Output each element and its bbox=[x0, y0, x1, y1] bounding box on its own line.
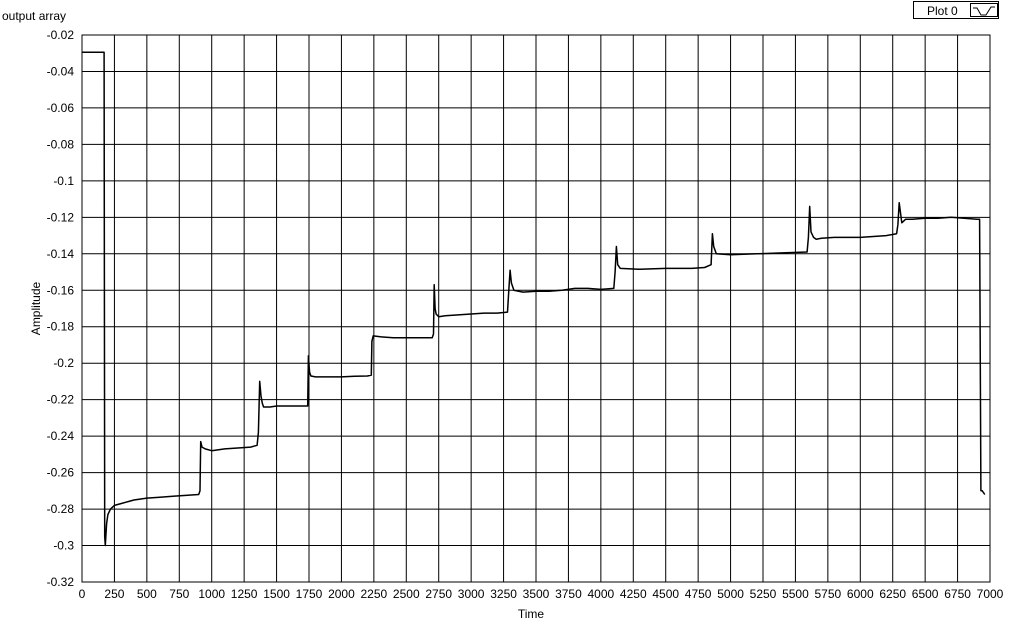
x-tick-label: 5000 bbox=[717, 587, 744, 601]
x-tick-label: 2250 bbox=[361, 587, 388, 601]
x-tick-label: 6000 bbox=[847, 587, 874, 601]
y-axis-label: Amplitude bbox=[29, 282, 43, 336]
x-tick-label: 3750 bbox=[555, 587, 582, 601]
y-tick-label: -0.32 bbox=[47, 575, 75, 589]
x-tick-label: 6250 bbox=[879, 587, 906, 601]
legend[interactable]: Plot 0 bbox=[913, 1, 999, 19]
x-tick-label: 1750 bbox=[296, 587, 323, 601]
y-tick-label: -0.24 bbox=[47, 429, 75, 443]
x-tick-label: 6500 bbox=[912, 587, 939, 601]
y-tick-label: -0.04 bbox=[47, 64, 75, 78]
x-tick-label: 250 bbox=[104, 587, 124, 601]
x-tick-label: 5500 bbox=[782, 587, 809, 601]
legend-series-label: Plot 0 bbox=[927, 4, 958, 18]
x-tick-label: 3000 bbox=[458, 587, 485, 601]
x-tick-label: 0 bbox=[79, 587, 86, 601]
y-tick-label: -0.08 bbox=[47, 137, 75, 151]
y-tick-label: -0.2 bbox=[53, 356, 74, 370]
x-tick-label: 750 bbox=[169, 587, 189, 601]
y-tick-label: -0.16 bbox=[47, 283, 75, 297]
y-tick-label: -0.12 bbox=[47, 210, 75, 224]
y-tick-label: -0.28 bbox=[47, 502, 75, 516]
x-tick-label: 1500 bbox=[263, 587, 290, 601]
x-tick-label: 2750 bbox=[425, 587, 452, 601]
y-tick-label: -0.26 bbox=[47, 466, 75, 480]
x-tick-label: 6750 bbox=[944, 587, 971, 601]
x-tick-label: 3500 bbox=[523, 587, 550, 601]
x-tick-label: 2500 bbox=[393, 587, 420, 601]
y-tick-label: -0.22 bbox=[47, 393, 75, 407]
x-tick-label: 1250 bbox=[231, 587, 258, 601]
y-tick-label: -0.02 bbox=[47, 28, 75, 42]
x-tick-label: 1000 bbox=[198, 587, 225, 601]
y-tick-label: -0.14 bbox=[47, 247, 75, 261]
x-tick-label: 4500 bbox=[652, 587, 679, 601]
series-line-plot-0 bbox=[82, 51, 986, 547]
x-tick-label: 4000 bbox=[588, 587, 615, 601]
x-tick-label: 4250 bbox=[620, 587, 647, 601]
y-tick-label: -0.3 bbox=[53, 539, 74, 553]
x-tick-label: 2000 bbox=[328, 587, 355, 601]
x-axis-label: Time bbox=[518, 607, 545, 621]
x-tick-label: 5750 bbox=[815, 587, 842, 601]
line-style-icon bbox=[970, 3, 998, 17]
x-tick-label: 500 bbox=[137, 587, 157, 601]
x-tick-label: 5250 bbox=[750, 587, 777, 601]
y-tick-label: -0.1 bbox=[53, 174, 74, 188]
y-tick-label: -0.18 bbox=[47, 320, 75, 334]
x-tick-label: 3250 bbox=[490, 587, 517, 601]
x-tick-label: 7000 bbox=[977, 587, 1004, 601]
y-tick-label: -0.06 bbox=[47, 101, 75, 115]
chart-title: output array bbox=[2, 9, 67, 23]
x-tick-label: 4750 bbox=[685, 587, 712, 601]
